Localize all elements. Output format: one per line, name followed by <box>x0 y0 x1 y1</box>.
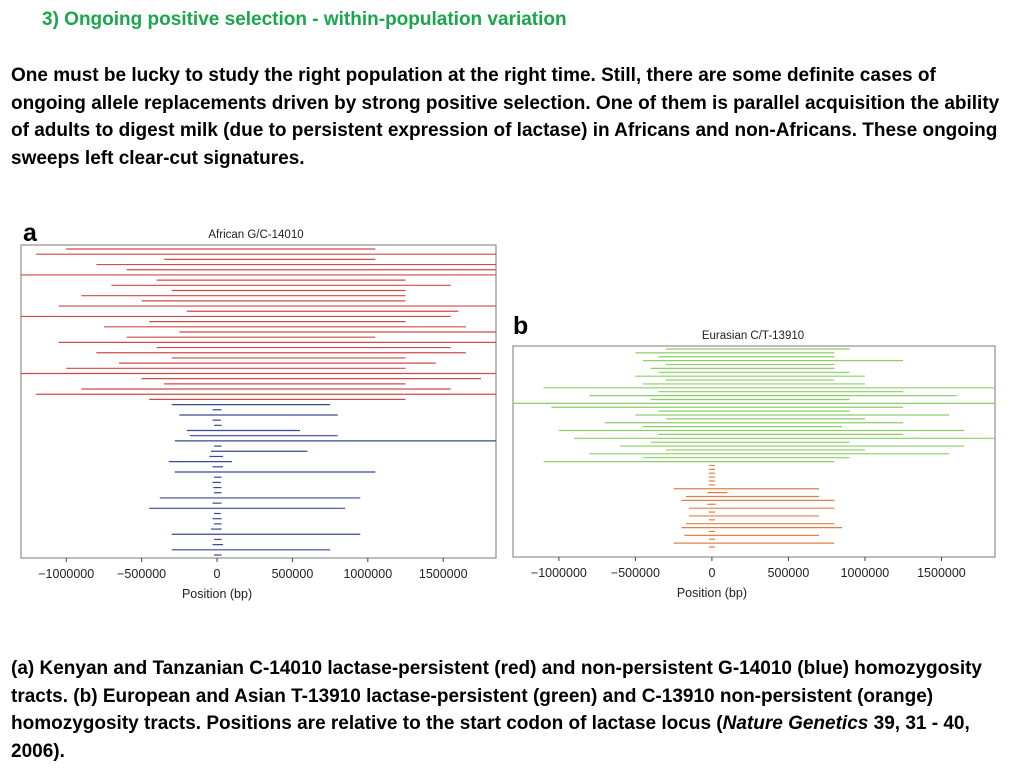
panel-a-x-axis-label: Position (bp) <box>182 587 252 601</box>
panel-b-x-tick-label: −1000000 <box>531 566 587 580</box>
panel-a-chart: −1000000 −500000 0 500000 1000000 1500000 Posi… <box>20 244 497 601</box>
panel-a-x-tick-label: −1000000 <box>38 567 94 581</box>
panel-b-frame <box>512 345 996 558</box>
panel-a-x-tick-label: 1000000 <box>343 567 392 581</box>
panel-b-title: Eurasian C/T-13910 <box>702 330 804 342</box>
panel-b-x-tick-label: 0 <box>708 566 715 580</box>
figure-caption: (a) Kenyan and Tanzanian C-14010 lactase… <box>11 655 1011 765</box>
slide-title: 3) Ongoing positive selection - within-p… <box>42 9 567 30</box>
figure: a African G/C-14010 −1000000 −500000 0 5000… <box>20 219 996 601</box>
intro-paragraph: One must be lucky to study the right pop… <box>11 65 1000 169</box>
panel-a-frame <box>20 244 497 559</box>
panel-a-x-tick-label: −500000 <box>117 567 166 581</box>
panel-b-x-tick-label: 500000 <box>768 566 810 580</box>
caption-text: (a) Kenyan and Tanzanian C-14010 lactase… <box>11 658 982 734</box>
panel-a-x-tick-label: 0 <box>214 567 221 581</box>
panel-b-letter: b <box>513 312 528 340</box>
panel-b-chart: −1000000 −500000 0 500000 1000000 1500000 Posi… <box>512 345 996 600</box>
panel-b-x-tick-label: 1000000 <box>841 566 890 580</box>
panel-b-x-axis-label: Position (bp) <box>677 586 747 600</box>
panel-a-x-tick-label: 500000 <box>272 567 314 581</box>
panel-b-x-tick-label: 1500000 <box>917 566 966 580</box>
panel-a-x-tick-label: 1500000 <box>419 567 468 581</box>
panel-b-x-tick-label: −500000 <box>611 566 660 580</box>
panel-a-title: African G/C-14010 <box>208 229 303 241</box>
panel-a-letter: a <box>23 219 38 247</box>
caption-journal: Nature Genetics <box>722 713 869 734</box>
caption-citation: 39, 31 - 40, 2006). <box>11 713 970 762</box>
